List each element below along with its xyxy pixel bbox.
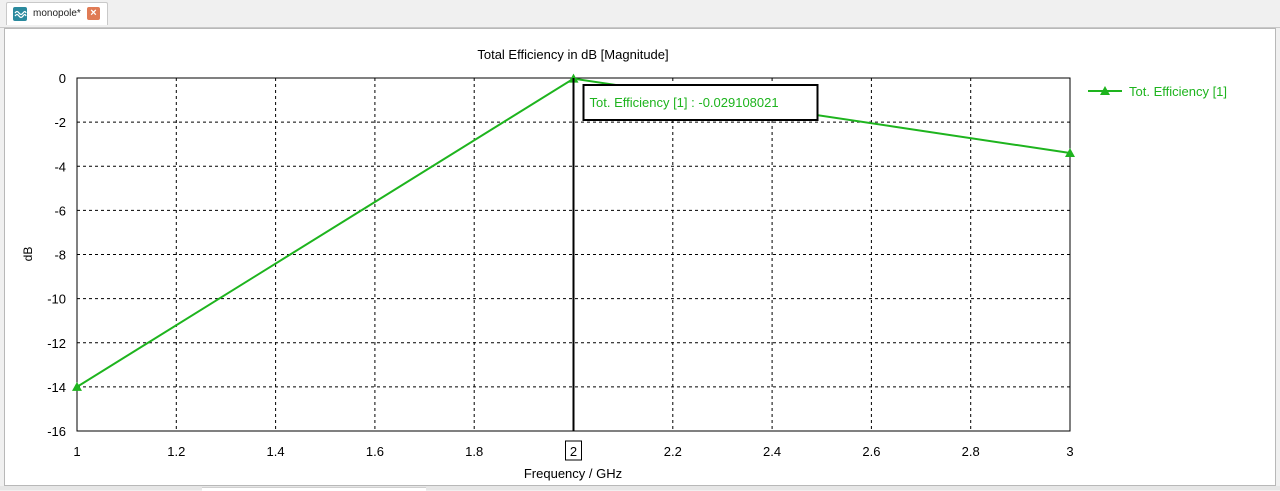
x-tick-label: 2.2 (664, 444, 682, 459)
x-tick-label: 1 (73, 444, 80, 459)
data-point-marker[interactable] (1065, 148, 1075, 158)
tab-label: monopole* (33, 8, 81, 19)
cursor-x-label: 2 (570, 444, 577, 459)
y-tick-label: -6 (54, 203, 66, 218)
x-tick-label: 2.4 (763, 444, 781, 459)
y-tick-label: -14 (47, 380, 66, 395)
bottom-strip (0, 486, 1280, 490)
y-tick-label: 0 (59, 71, 66, 86)
plot-panel: Total Efficiency in dB [Magnitude] 1 1.2 1… (4, 28, 1276, 486)
legend-triangle-marker (1100, 86, 1110, 95)
x-tick-label: 2.6 (862, 444, 880, 459)
legend[interactable]: Tot. Efficiency [1] (1088, 84, 1227, 99)
y-tick-label: -4 (54, 159, 66, 174)
x-tick-label: 1.4 (267, 444, 285, 459)
x-tick-label: 1.2 (167, 444, 185, 459)
cursor-annotation-text: Tot. Efficiency [1] : -0.029108021 (590, 95, 779, 110)
y-tick-label: -8 (54, 248, 66, 263)
x-tick-label: 3 (1066, 444, 1073, 459)
y-axis-label: dB (21, 247, 35, 262)
x-tick-label: 1.8 (465, 444, 483, 459)
y-tick-label: -16 (47, 424, 66, 439)
data-point-marker[interactable] (72, 381, 82, 391)
waveform-icon (13, 7, 27, 21)
x-tick-label: 1.6 (366, 444, 384, 459)
tab-monopole[interactable]: monopole* × (6, 2, 108, 25)
cursor-x-label-box[interactable] (565, 440, 582, 461)
legend-label: Tot. Efficiency [1] (1129, 84, 1227, 99)
cursor-annotation-box[interactable] (582, 84, 819, 121)
document-tab-bar: monopole* × (0, 0, 1280, 28)
y-tick-label: -10 (47, 292, 66, 307)
efficiency-chart: Total Efficiency in dB [Magnitude] 1 1.2 1… (21, 47, 1227, 481)
x-tick-label: 2.8 (962, 444, 980, 459)
chart-title: Total Efficiency in dB [Magnitude] (477, 47, 668, 62)
y-tick-label: -2 (54, 115, 66, 130)
x-axis-label: Frequency / GHz (524, 466, 622, 481)
bottom-tab (202, 487, 426, 491)
y-tick-label: -12 (47, 336, 66, 351)
close-icon[interactable]: × (87, 7, 100, 20)
